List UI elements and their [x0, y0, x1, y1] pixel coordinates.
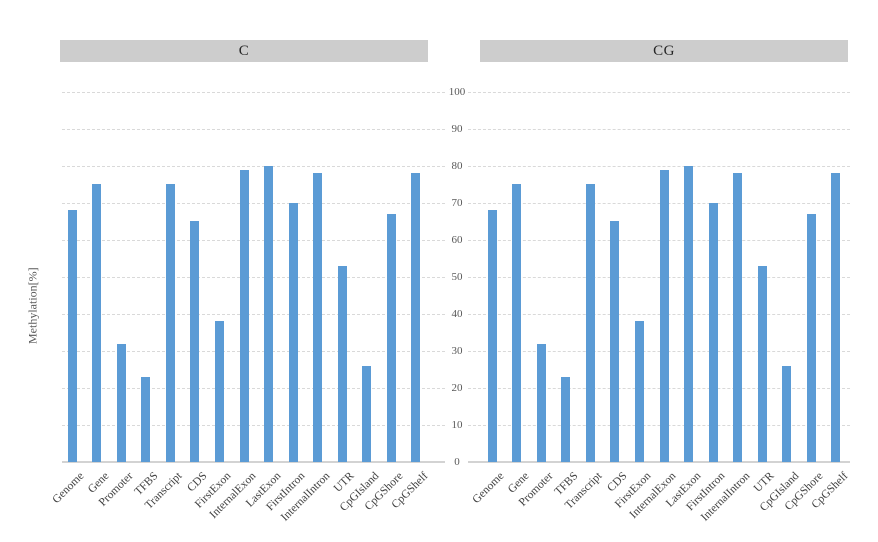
bar-cg-utr	[757, 266, 767, 462]
facet-strip-c: C	[60, 40, 428, 62]
y-tick-label: 10	[451, 419, 463, 431]
bar-c-firstintron	[288, 203, 298, 462]
bar-c-cpgshore	[386, 214, 396, 462]
bar-cg-firstintron	[708, 203, 718, 462]
bar-cg-genome	[487, 210, 497, 462]
y-axis-title: Methylation[%]	[25, 267, 40, 345]
y-tick-label: 0	[454, 456, 460, 468]
y-tick-label: 100	[448, 86, 466, 98]
x-axis-line	[62, 461, 445, 463]
gridline	[468, 277, 850, 278]
gridline	[62, 425, 445, 426]
bar-cg-internalexon	[659, 170, 669, 462]
gridline	[62, 314, 445, 315]
gridline	[62, 129, 445, 130]
x-axis-line	[468, 461, 850, 463]
gridline	[62, 277, 445, 278]
bar-c-transcript	[165, 184, 175, 462]
y-tick-label: 80	[451, 160, 463, 172]
bar-cg-transcript	[585, 184, 595, 462]
bar-cg-lastexon	[684, 166, 694, 462]
bar-c-utr	[337, 266, 347, 462]
gridline	[62, 92, 445, 93]
y-tick-label: 20	[451, 382, 463, 394]
gridline	[62, 203, 445, 204]
bar-c-cds	[190, 221, 200, 462]
bar-cg-gene	[512, 184, 522, 462]
gridline	[468, 314, 850, 315]
bar-c-firstexon	[214, 321, 224, 462]
facet-strip-cg-label: CG	[653, 42, 675, 59]
y-tick-label: 70	[451, 197, 463, 209]
gridline	[468, 92, 850, 93]
gridline	[468, 425, 850, 426]
gridline	[62, 388, 445, 389]
bar-cg-promoter	[536, 344, 546, 462]
bar-cg-cpgisland	[782, 366, 792, 462]
bar-c-tfbs	[141, 377, 151, 462]
bar-c-promoter	[116, 344, 126, 462]
bar-c-internalexon	[239, 170, 249, 462]
bar-c-gene	[92, 184, 102, 462]
gridline	[468, 166, 850, 167]
y-tick-label: 40	[451, 308, 463, 320]
bar-cg-internalintron	[733, 173, 743, 462]
gridline	[62, 240, 445, 241]
y-tick-label: 60	[451, 234, 463, 246]
bar-cg-cpgshore	[806, 214, 816, 462]
bar-cg-firstexon	[634, 321, 644, 462]
bar-cg-cpgshelf	[831, 173, 841, 462]
gridline	[62, 351, 445, 352]
bar-c-genome	[67, 210, 77, 462]
y-tick-label: 90	[451, 123, 463, 135]
bar-c-internalintron	[313, 173, 323, 462]
gridline	[468, 240, 850, 241]
bar-c-cpgisland	[362, 366, 372, 462]
bar-cg-cds	[610, 221, 620, 462]
bar-c-lastexon	[264, 166, 274, 462]
bar-c-cpgshelf	[411, 173, 421, 462]
gridline	[62, 166, 445, 167]
y-tick-label: 30	[451, 345, 463, 357]
facet-strip-cg: CG	[480, 40, 848, 62]
facet-strip-c-label: C	[238, 42, 250, 59]
gridline	[468, 203, 850, 204]
gridline	[468, 388, 850, 389]
y-tick-label: 50	[451, 271, 463, 283]
gridline	[468, 351, 850, 352]
gridline	[468, 129, 850, 130]
bar-cg-tfbs	[561, 377, 571, 462]
